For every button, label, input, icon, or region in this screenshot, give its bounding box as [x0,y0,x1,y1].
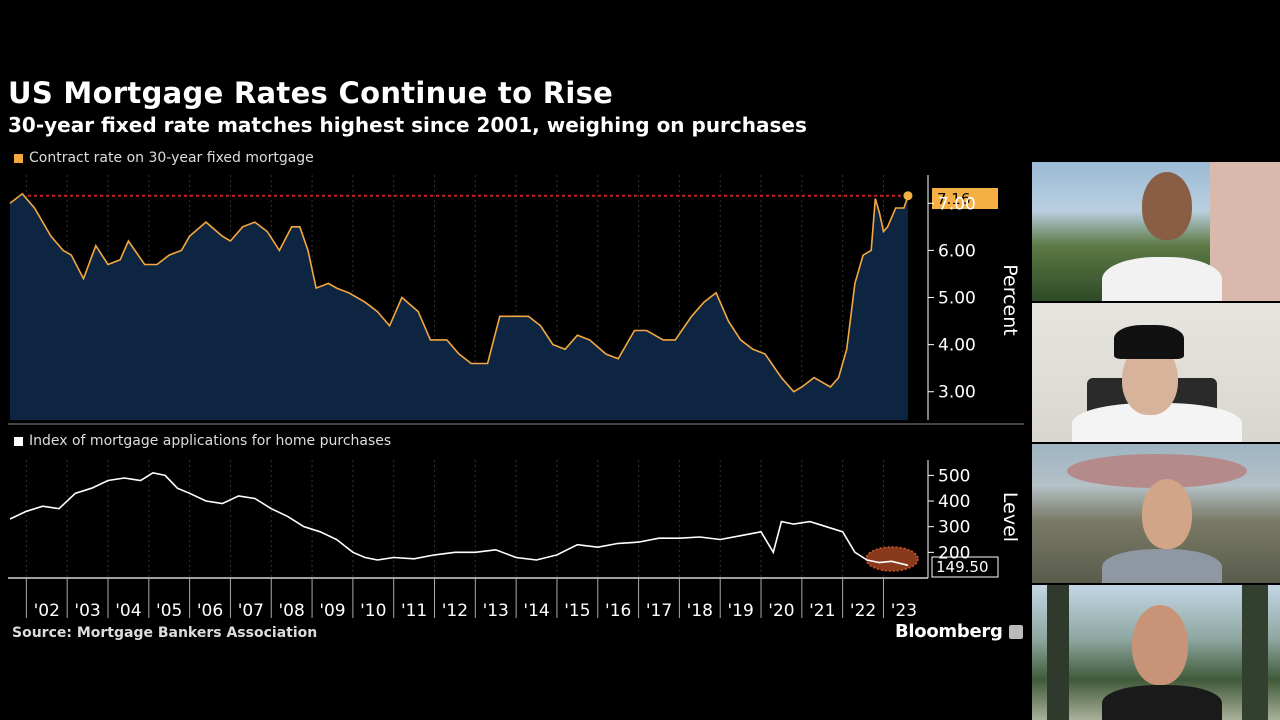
rate-series-line [9,192,909,393]
apps-y-tick-label: 300 [938,518,970,538]
tile-2-cap [1114,325,1184,359]
rate-y-tick-label: 7.00 [938,194,976,214]
apps-series-line [9,471,909,567]
tile-4-tree-left [1047,585,1069,720]
apps-legend-swatch [14,436,23,446]
x-tick-label: '14 [523,601,549,620]
x-tick-label: '17 [646,601,672,620]
rate-legend-label: Contract rate on 30-year fixed mortgage [29,150,314,166]
x-tick-label: '04 [115,601,141,620]
chart-subtitle: 30-year fixed rate matches highest since… [8,113,807,137]
brand-mark-icon [1008,624,1023,639]
x-tick-label: '09 [319,601,345,620]
rate-legend: Contract rate on 30-year fixed mortgage [14,150,314,166]
apps-y-tick-label: 200 [938,543,970,563]
x-tick-label: '08 [279,601,305,620]
rate-y-axis-label: Percent [999,264,1021,336]
apps-y-tick-label: 500 [938,466,970,486]
x-tick-label: '05 [156,601,182,620]
video-tile-1 [1032,162,1280,301]
apps-value-callout: 149.50 [931,556,999,578]
rate-y-tick-label: 6.00 [938,241,976,261]
tile-3-person-head [1142,479,1192,549]
x-tick-label: '19 [727,601,753,620]
x-tick-label: '10 [360,601,386,620]
apps-y-axis-label: Level [999,492,1021,542]
apps-legend: Index of mortgage applications for home … [14,433,391,449]
rate-legend-swatch [14,153,23,163]
x-tick-label: '03 [74,601,100,620]
x-tick-label: '21 [809,601,835,620]
apps-y-tick-label: 400 [938,492,970,512]
rate-value-callout: 7.16 [932,188,998,209]
x-tick-label: '20 [768,601,794,620]
x-axis-ticks: '02 '03 '04 '05 '06 '07 '08 '09 '10 '11 '12 '13 '14 '… [25,578,917,620]
rate-callout-label: 7.16 [937,190,970,208]
rate-y-tick-label: 4.00 [938,336,976,356]
tile-1-person-torso [1102,257,1222,301]
x-tick-label: '18 [687,601,713,620]
video-tile-4 [1032,585,1280,720]
chart-title: US Mortgage Rates Continue to Rise [8,76,614,110]
rate-area-fill [10,193,908,420]
rate-y-tick-label: 3.00 [938,383,976,403]
x-tick-label: '15 [564,601,590,620]
apps-legend-label: Index of mortgage applications for home … [29,433,392,449]
x-tick-label: '07 [238,601,264,620]
video-tile-2 [1032,303,1280,442]
x-tick-label: '02 [34,601,60,620]
rate-y-tick-label: 5.00 [938,289,976,309]
x-tick-label: '22 [850,601,876,620]
x-tick-label: '23 [891,601,917,620]
tile-4-tree-right [1242,585,1268,720]
apps-callout-label: 149.50 [936,558,989,576]
rate-y-ticks: 3.00 4.00 5.00 6.00 7.00 [927,175,976,420]
brand-name: Bloomberg [895,621,1003,642]
rate-callout-bg [932,188,998,209]
x-tick-label: '13 [483,601,509,620]
tile-3-person-torso [1102,549,1222,583]
video-tile-3 [1032,444,1280,583]
apps-callout-bg [931,556,999,578]
x-tick-label: '06 [197,601,223,620]
chart-canvas: 7.16 3.00 4.00 5.00 6.00 7.00 Percent 149.50… [8,175,1024,620]
tile-4-person-head [1132,605,1188,685]
tile-4-person-torso [1102,685,1222,720]
brand-logo: Bloomberg [895,621,1023,642]
x-tick-label: '11 [401,601,427,620]
x-tick-label: '16 [605,601,631,620]
apps-grid [25,460,884,578]
rate-last-point [903,191,913,201]
x-tick-label: '12 [442,601,468,620]
apps-y-ticks: 200 300 400 500 [927,460,970,578]
tile-1-person-head [1142,172,1192,240]
source-note: Source: Mortgage Bankers Association [12,625,318,641]
apps-highlight-ellipse [865,546,919,572]
